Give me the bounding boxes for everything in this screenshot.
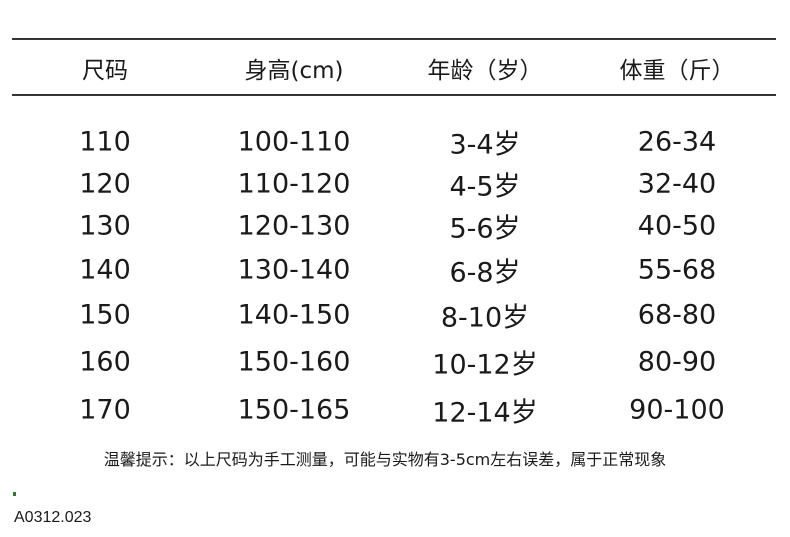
table-cell: 120-130 — [237, 210, 351, 242]
column-header: 身高(cm) — [244, 58, 344, 84]
table-cell: 26-34 — [637, 126, 717, 158]
table-cell: 140-150 — [237, 299, 351, 331]
table-cell: 80-90 — [637, 346, 717, 378]
product-code: A0312.023 — [14, 509, 92, 526]
table-cell: 55-68 — [637, 254, 717, 286]
top-rule — [12, 38, 776, 40]
column-header: 体重（斤） — [619, 58, 735, 84]
green-mark — [13, 492, 16, 496]
table-cell: 6-8岁 — [449, 257, 521, 289]
table-cell: 170 — [79, 394, 131, 426]
table-cell: 130-140 — [237, 254, 351, 286]
table-cell: 4-5岁 — [449, 171, 521, 203]
table-cell: 150-165 — [237, 394, 351, 426]
table-cell: 90-100 — [629, 394, 725, 426]
table-cell: 150 — [79, 299, 131, 331]
table-cell: 110-120 — [237, 168, 351, 200]
table-cell: 8-10岁 — [440, 302, 530, 334]
table-cell: 3-4岁 — [449, 129, 521, 161]
table-cell: 10-12岁 — [432, 349, 538, 381]
table-cell: 160 — [79, 346, 131, 378]
header-rule — [12, 94, 776, 96]
table-cell: 32-40 — [637, 168, 717, 200]
table-cell: 12-14岁 — [432, 397, 538, 429]
table-cell: 130 — [79, 210, 131, 242]
column-header: 尺码 — [82, 58, 128, 84]
table-cell: 120 — [79, 168, 131, 200]
table-cell: 5-6岁 — [449, 213, 521, 245]
table-cell: 100-110 — [237, 126, 351, 158]
column-header: 年龄（岁） — [427, 58, 543, 84]
table-cell: 110 — [79, 126, 131, 158]
measurement-note: 温馨提示：以上尺码为手工测量，可能与实物有3-5cm左右误差，属于正常现象 — [103, 450, 667, 469]
table-cell: 150-160 — [237, 346, 351, 378]
table-cell: 40-50 — [637, 210, 717, 242]
table-cell: 68-80 — [637, 299, 717, 331]
table-cell: 140 — [79, 254, 131, 286]
